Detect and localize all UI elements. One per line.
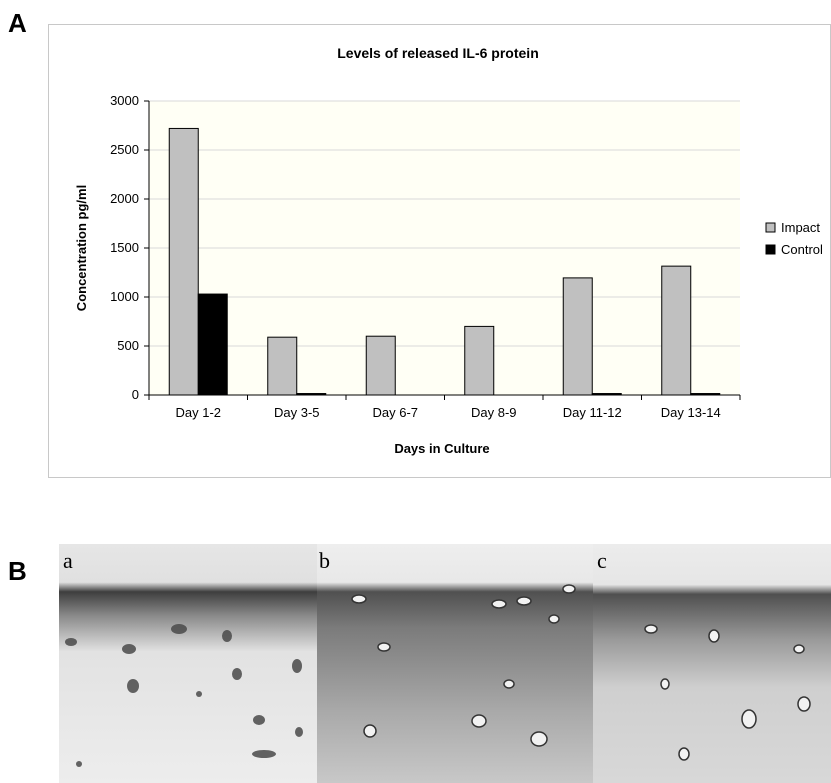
y-tick-label: 0 bbox=[132, 387, 139, 402]
legend-label-impact: Impact bbox=[781, 220, 820, 235]
legend-swatch-control bbox=[765, 244, 776, 255]
bar-control-day-13-14 bbox=[690, 393, 721, 396]
y-tick-label: 3000 bbox=[110, 93, 139, 108]
panel-label-a: A bbox=[8, 8, 27, 38]
bar-control-day-1-2 bbox=[197, 293, 228, 396]
x-tick-label: Day 1-2 bbox=[175, 405, 221, 420]
x-tick-label: Day 13-14 bbox=[661, 405, 721, 420]
y-tick-label: 2000 bbox=[110, 191, 139, 206]
bar-impact-day-6-7 bbox=[365, 335, 396, 396]
y-axis-title: Concentration pg/ml bbox=[74, 185, 89, 311]
micrograph-c: c bbox=[593, 544, 831, 783]
panel-label-b: B bbox=[8, 556, 27, 586]
bar-impact-day-8-9 bbox=[464, 325, 495, 396]
bar-impact-day-1-2 bbox=[168, 127, 199, 396]
legend-label-control: Control bbox=[781, 242, 823, 257]
x-tick-label: Day 11-12 bbox=[563, 405, 622, 420]
micrograph-a: a bbox=[59, 544, 317, 783]
y-tick-label: 500 bbox=[117, 338, 139, 353]
bar-control-day-3-5 bbox=[296, 393, 327, 396]
micrograph-label-c: c bbox=[597, 548, 607, 573]
y-tick-label: 1000 bbox=[110, 289, 139, 304]
x-axis-title: Days in Culture bbox=[394, 441, 489, 456]
micrograph-label-a: a bbox=[63, 548, 73, 573]
x-tick-label: Day 8-9 bbox=[471, 405, 517, 420]
bar-impact-day-3-5 bbox=[267, 336, 298, 396]
y-tick-label: 1500 bbox=[110, 240, 139, 255]
y-tick-label: 2500 bbox=[110, 142, 139, 157]
bar-impact-day-11-12 bbox=[562, 277, 593, 396]
micrograph-b: b bbox=[317, 544, 593, 783]
histology-micrographs: a b c bbox=[59, 544, 831, 783]
il6-bar-chart: 0 500 1000 1500 2000 2500 3000 Day 1-2 Day 3-5 Da… bbox=[74, 45, 823, 456]
legend-swatch-impact bbox=[765, 222, 776, 233]
x-tick-label: Day 3-5 bbox=[274, 405, 320, 420]
micrograph-label-b: b bbox=[319, 548, 330, 573]
bar-impact-day-13-14 bbox=[661, 265, 692, 396]
x-tick-label: Day 6-7 bbox=[372, 405, 418, 420]
bar-control-day-11-12 bbox=[591, 393, 622, 396]
chart-title: Levels of released IL-6 protein bbox=[337, 45, 539, 61]
